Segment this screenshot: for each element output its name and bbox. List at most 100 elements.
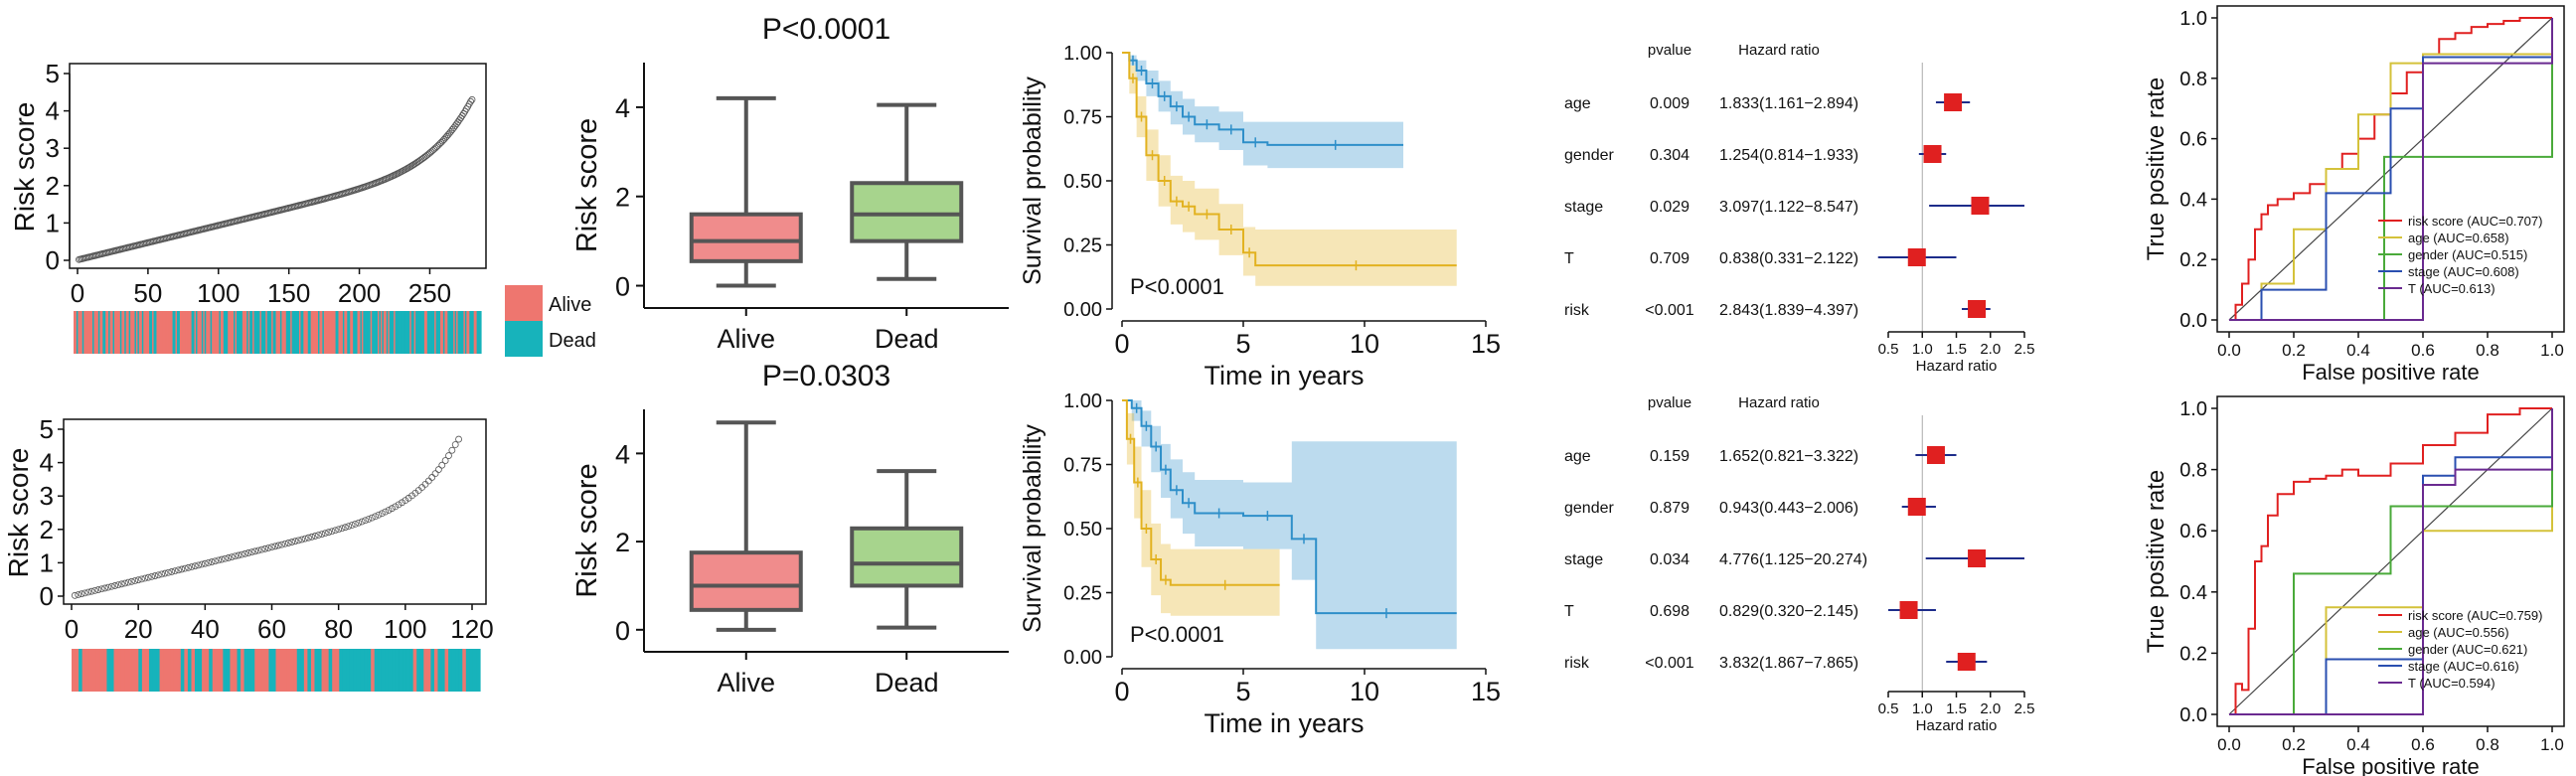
status-cell xyxy=(405,649,410,692)
status-cell xyxy=(148,649,154,692)
status-cell xyxy=(348,311,351,354)
status-cell xyxy=(461,311,465,354)
status-cell xyxy=(460,311,463,354)
status-cell xyxy=(171,311,174,354)
row-hazard-ratio: 2.843(1.839−4.397) xyxy=(1719,302,1858,319)
status-cell xyxy=(448,649,453,692)
status-cell xyxy=(111,311,114,354)
status-cell xyxy=(93,311,96,354)
risk-point xyxy=(222,554,229,562)
status-cell xyxy=(440,311,443,354)
risk-point xyxy=(385,507,393,514)
status-cell xyxy=(141,311,144,354)
status-cell xyxy=(176,311,180,354)
status-cell xyxy=(92,649,97,692)
status-cell xyxy=(180,649,185,692)
risk-point xyxy=(368,514,376,522)
status-cell xyxy=(318,311,321,354)
status-cell xyxy=(418,311,421,354)
risk-point xyxy=(274,542,282,549)
y-tick-label: 0.2 xyxy=(2179,249,2207,271)
x-tick-label: 60 xyxy=(257,614,286,644)
x-tick-label: 1.0 xyxy=(1912,700,1933,717)
y-axis-title: Survival probability xyxy=(1019,77,1046,285)
status-cell xyxy=(335,649,340,692)
x-tick-label: 15 xyxy=(1471,329,1501,359)
row-hazard-ratio: 1.652(0.821−3.322) xyxy=(1719,448,1858,465)
status-cell xyxy=(374,649,379,692)
row-variable: gender xyxy=(1564,147,1614,164)
risk-point xyxy=(308,533,316,541)
status-cell xyxy=(456,311,459,354)
status-cell xyxy=(159,311,162,354)
risk-point xyxy=(134,576,142,584)
risk-point xyxy=(445,452,452,459)
risk-point xyxy=(294,537,302,544)
status-cell xyxy=(140,311,143,354)
confidence-band xyxy=(1122,53,1457,286)
status-cell xyxy=(342,649,347,692)
status-cell xyxy=(403,311,406,354)
status-cell xyxy=(157,311,160,354)
risk-point xyxy=(431,470,439,478)
row-variable: T xyxy=(1564,603,1574,620)
y-tick-label: 1.0 xyxy=(2179,398,2207,420)
x-axis-title: Hazard ratio xyxy=(1916,358,1998,375)
status-legend: Alive Dead xyxy=(505,285,596,357)
status-cell xyxy=(122,311,125,354)
status-cell xyxy=(146,311,149,354)
status-cell xyxy=(353,311,356,354)
status-cell xyxy=(316,311,319,354)
status-cell xyxy=(344,311,347,354)
status-cell xyxy=(75,649,80,692)
status-cell xyxy=(325,311,328,354)
status-cell xyxy=(134,311,137,354)
risk-point xyxy=(378,510,386,518)
status-cell xyxy=(296,311,299,354)
status-cell xyxy=(190,311,193,354)
status-cell xyxy=(370,311,373,354)
status-cell xyxy=(113,649,118,692)
status-cell xyxy=(213,311,216,354)
y-axis-title: Risk score xyxy=(571,463,603,597)
status-cell xyxy=(239,311,242,354)
status-cell xyxy=(160,311,163,354)
status-cell xyxy=(278,311,281,354)
roc-curve xyxy=(2229,407,2552,715)
status-cell xyxy=(204,311,207,354)
status-cell xyxy=(297,311,300,354)
status-cell xyxy=(451,311,454,354)
row-hazard-ratio: 3.097(1.122−8.547) xyxy=(1719,199,1858,216)
status-cell xyxy=(254,649,259,692)
risk-point xyxy=(91,586,98,594)
y-tick-label: 0.00 xyxy=(1063,299,1102,321)
status-cell xyxy=(435,311,438,354)
status-cell xyxy=(469,311,472,354)
status-cell xyxy=(447,311,450,354)
x-tick-label: 0.5 xyxy=(1878,700,1899,717)
x-tick-label: 2.5 xyxy=(2014,341,2035,358)
x-tick-label: 5 xyxy=(1235,329,1250,359)
status-cell xyxy=(291,311,294,354)
status-cell xyxy=(225,311,228,354)
status-cell xyxy=(156,311,159,354)
risk-point xyxy=(181,564,189,572)
status-cell xyxy=(392,311,395,354)
status-cell xyxy=(131,649,136,692)
legend-label: stage (AUC=0.608) xyxy=(2408,264,2519,279)
y-tick-label: 2 xyxy=(615,528,630,557)
risk-point xyxy=(388,505,396,513)
row-variable: gender xyxy=(1564,500,1614,517)
risk-point xyxy=(151,572,159,579)
x-tick-label: 0.0 xyxy=(2217,341,2241,360)
y-tick-label: 3 xyxy=(40,481,54,511)
row-pvalue: <0.001 xyxy=(1645,655,1693,672)
status-cell xyxy=(281,311,284,354)
y-tick-label: 3 xyxy=(46,133,60,163)
risk-point xyxy=(171,567,179,575)
status-cell xyxy=(75,311,78,354)
status-cell xyxy=(100,311,103,354)
status-cell xyxy=(437,649,442,692)
risk-point xyxy=(331,527,339,535)
risk-point xyxy=(258,545,265,553)
